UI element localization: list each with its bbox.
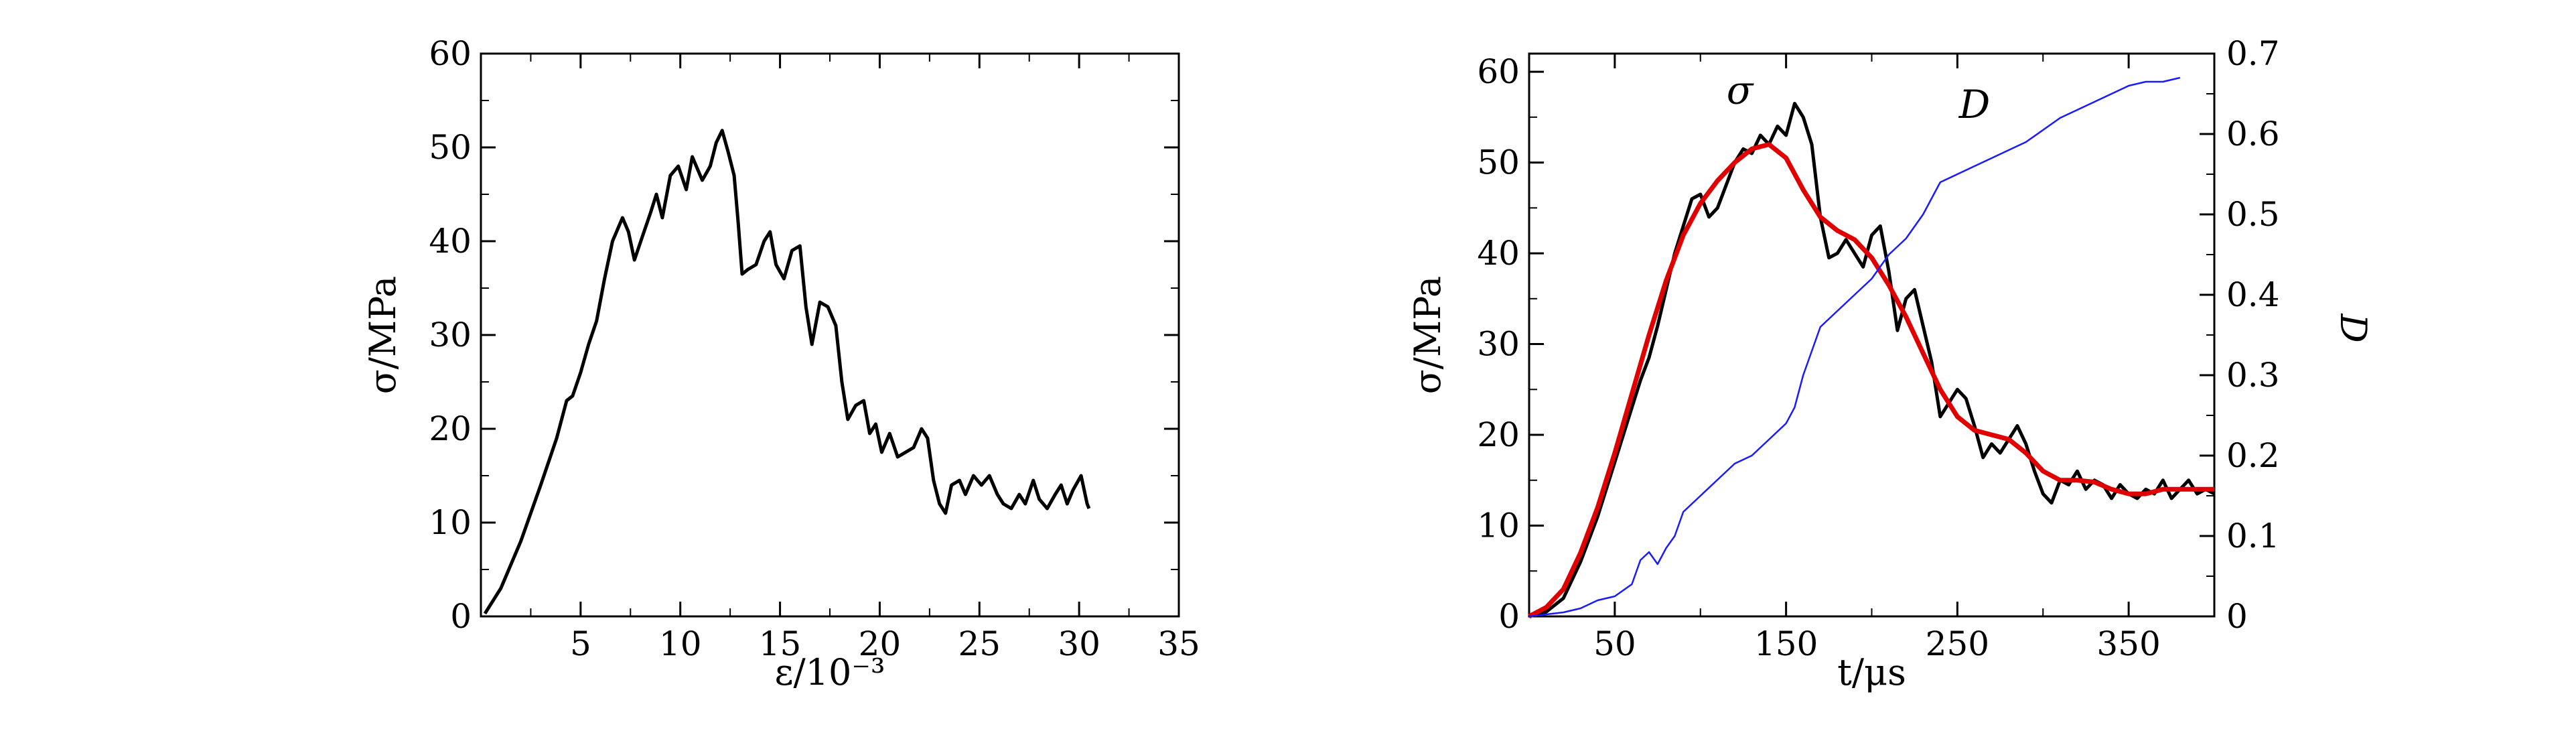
c1-y2-tick-label: 0.3 xyxy=(2226,356,2280,395)
c1-y-tick-label: 20 xyxy=(1477,415,1520,454)
chart1-series xyxy=(483,129,1091,615)
chart2-ticks: 50 150 250 350 0 10 20 30 40 50 60 0 0.1 0.2 0.3 0.4 0.5… xyxy=(1477,34,2279,663)
c1-x-tick-label: 250 xyxy=(1926,624,1989,663)
c0-x-tick-label: 5 xyxy=(570,624,591,663)
stress-damage-time-chart: 50 150 250 350 0 10 20 30 40 50 60 0 0.1 0.2 0.3 0.4 0.5… xyxy=(1407,34,2374,693)
damage-curve-annotation: D xyxy=(1958,82,1991,127)
c1-y-tick-label: 30 xyxy=(1477,325,1520,364)
c0-y-tick-label: 40 xyxy=(429,222,472,261)
chart2-y-axis-label: σ/MPa xyxy=(1407,276,1449,394)
c1-y2-tick-label: 0.4 xyxy=(2226,275,2280,314)
chart1-x-axis-label: ε/10⁻³ xyxy=(774,651,885,693)
c0-y-tick-label: 60 xyxy=(429,34,472,73)
c0-x-tick-label: 25 xyxy=(958,624,1001,663)
c1-y-tick-label: 10 xyxy=(1477,507,1520,545)
c0-x-tick-label: 15 xyxy=(759,624,802,663)
chart2-damage-curve xyxy=(1528,76,2181,618)
sigma-curve-annotation: σ xyxy=(1727,68,1754,113)
c1-y2-tick-label: 0.6 xyxy=(2226,115,2280,153)
c1-x-tick-label: 150 xyxy=(1754,624,1818,663)
chart2-stress-curve xyxy=(1528,102,2216,618)
chart1-ticks: 5 10 15 20 25 30 35 0 10 20 30 40 50 60 xyxy=(429,34,1200,663)
c1-y2-tick-label: 0 xyxy=(2226,597,2248,636)
c1-y2-tick-label: 0.5 xyxy=(2226,195,2280,234)
c0-y-tick-label: 30 xyxy=(429,316,472,354)
stress-strain-chart: 5 10 15 20 25 30 35 0 10 20 30 40 50 60 ε/10⁻³ σ/MPa xyxy=(362,34,1200,693)
c0-y-tick-label: 0 xyxy=(450,597,472,636)
c0-y-tick-label: 20 xyxy=(429,409,472,448)
chart1-plot-frame xyxy=(480,52,1180,618)
c1-y2-tick-label: 0.2 xyxy=(2226,436,2280,475)
chart2-plot-frame xyxy=(1528,52,2216,618)
c1-y-tick-label: 0 xyxy=(1498,597,1520,636)
c0-x-tick-label: 35 xyxy=(1157,624,1200,663)
c1-x-tick-label: 350 xyxy=(2096,624,2160,663)
chart2-series xyxy=(1528,76,2216,619)
c1-y2-tick-label: 0.1 xyxy=(2226,517,2280,555)
c1-y-tick-label: 50 xyxy=(1477,143,1520,182)
chart1-stress-curve xyxy=(483,129,1091,615)
chart2-x-axis-label: t/μs xyxy=(1837,651,1906,693)
c0-x-tick-label: 30 xyxy=(1058,624,1100,663)
c1-y-tick-label: 60 xyxy=(1477,52,1520,91)
c1-y-tick-label: 40 xyxy=(1477,234,1520,273)
chart2-y2-axis-label: D xyxy=(2332,313,2374,342)
c0-y-tick-label: 10 xyxy=(429,503,472,542)
c0-y-tick-label: 50 xyxy=(429,128,472,167)
chart1-y-axis-label: σ/MPa xyxy=(362,276,404,394)
chart2-fit-curve xyxy=(1528,142,2214,619)
c0-x-tick-label: 10 xyxy=(659,624,702,663)
c1-x-tick-label: 50 xyxy=(1593,624,1636,663)
c0-x-tick-label: 20 xyxy=(859,624,902,663)
c1-y2-tick-label: 0.7 xyxy=(2226,34,2280,73)
